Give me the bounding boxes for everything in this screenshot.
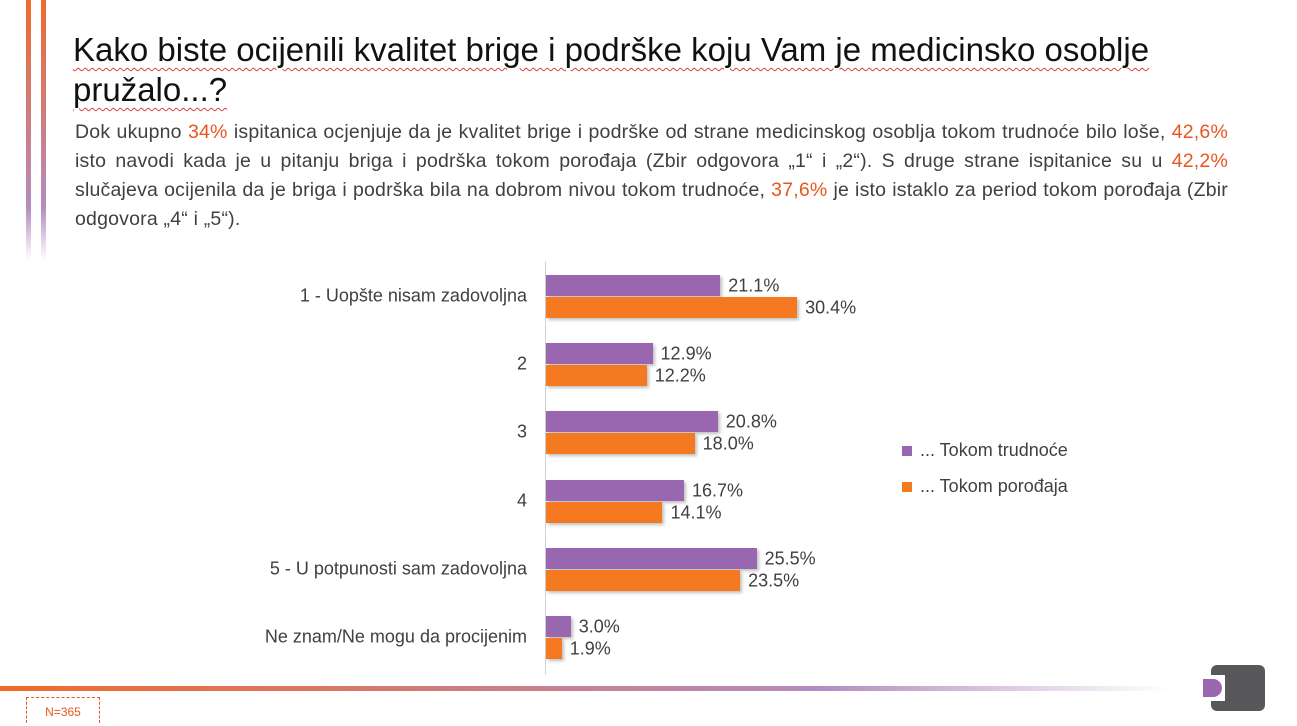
description: Dok ukupno 34% ispitanica ocjenjuje da j… — [75, 118, 1228, 234]
sample-size: N=365 — [26, 697, 100, 723]
data-label: 30.4% — [805, 297, 857, 318]
category-label: 1 - Uopšte nisam zadovoljna — [299, 285, 527, 306]
legend-label: ... Tokom porođaja — [920, 476, 1068, 496]
description-text: Dok ukupno — [75, 121, 188, 143]
bar-porodjaj — [546, 501, 663, 523]
data-label: 21.1% — [728, 275, 780, 296]
bar-trudnoca — [546, 411, 718, 433]
data-label: 12.9% — [660, 343, 712, 364]
data-label: 23.5% — [748, 570, 800, 591]
data-label: 25.5% — [764, 548, 816, 569]
highlight-value: 42,2% — [1171, 150, 1228, 172]
category-axis — [545, 262, 546, 674]
category-label: 2 — [516, 353, 527, 374]
legend-swatch — [902, 445, 912, 456]
bar-porodjaj — [546, 638, 562, 659]
description-text: isto navodi kada je u pitanju briga i po… — [75, 150, 1172, 172]
page-title: Kako biste ocijenili kvalitet brige i po… — [73, 31, 1150, 108]
data-label: 18.0% — [702, 433, 754, 454]
category-label: Ne znam/Ne mogu da procijenim — [264, 626, 527, 647]
category-label: 3 — [516, 421, 527, 442]
bar-porodjaj — [546, 365, 647, 387]
bar-trudnoca — [546, 343, 653, 365]
footer-divider — [0, 686, 1170, 691]
category-label: 5 - U potpunosti sam zadovoljna — [269, 558, 527, 579]
category-label: 4 — [516, 490, 527, 511]
highlight-value: 34% — [187, 121, 228, 143]
bar-trudnoca — [546, 275, 721, 296]
legend-item: ... Tokom porođaja — [902, 476, 1068, 497]
description-text: je isto istaklo za period tokom porođaja… — [75, 179, 1228, 230]
data-label: 1.9% — [569, 638, 611, 659]
description-text: ispitanica ocjenjuje da je kvalitet brig… — [227, 121, 1172, 143]
decor-bar-left — [26, 0, 31, 260]
legend-swatch — [902, 481, 912, 492]
bar-porodjaj — [546, 433, 695, 455]
data-label: 14.1% — [670, 502, 722, 523]
logo-icon — [1203, 665, 1265, 711]
highlight-value: 37,6% — [771, 179, 828, 201]
data-label: 3.0% — [578, 616, 620, 637]
bar-porodjaj — [546, 569, 741, 591]
highlight-value: 42,6% — [1171, 121, 1228, 143]
bar-trudnoca — [546, 616, 571, 637]
bar-trudnoca — [546, 479, 684, 501]
decor-bar-right — [41, 0, 46, 260]
data-label: 16.7% — [691, 480, 743, 501]
bar-trudnoca — [546, 547, 757, 569]
description-text: slučajeva ocijenila da je briga i podršk… — [75, 179, 772, 201]
legend-item: ... Tokom trudnoće — [902, 440, 1068, 461]
data-label: 12.2% — [654, 365, 706, 386]
bar-porodjaj — [546, 297, 798, 318]
legend-label: ... Tokom trudnoće — [920, 440, 1068, 460]
data-label: 20.8% — [725, 411, 777, 432]
